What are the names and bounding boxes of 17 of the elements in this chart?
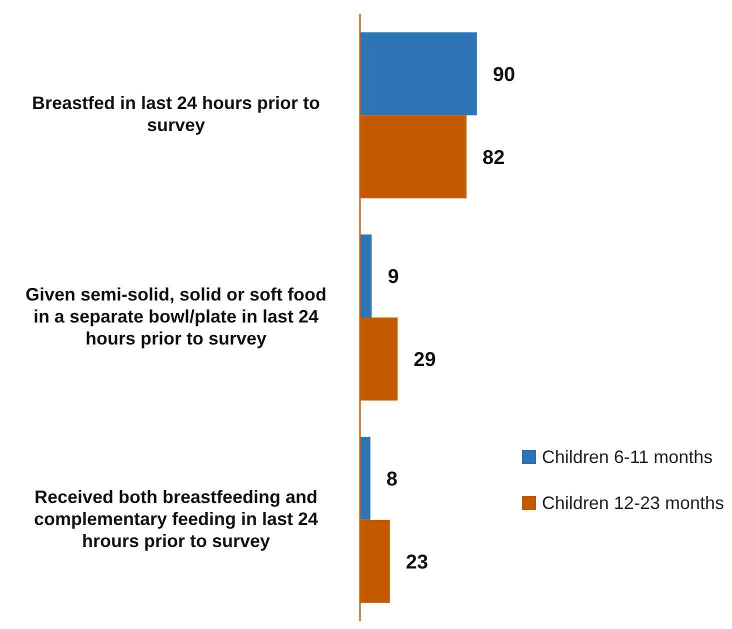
bar	[360, 115, 466, 198]
bar	[360, 436, 370, 520]
bar	[360, 520, 390, 603]
data-label: 82	[482, 146, 505, 169]
data-label: 9	[388, 266, 399, 288]
bar	[360, 32, 477, 116]
data-label: 29	[414, 349, 436, 372]
bar	[360, 318, 398, 401]
data-label: 8	[386, 468, 398, 490]
y-tick-label: Given semi-solid, solid or soft food in a separate bowl/plate in last 24 hours prior to survey	[25, 284, 327, 348]
legend-label: Children 12-23 months	[542, 492, 724, 514]
legend-label: Children 6-11 months	[542, 446, 713, 468]
bar	[360, 234, 372, 318]
y-tick-label: Received both breastfeeding and complementary feeding in last 24 hrours prior to survey	[34, 486, 318, 551]
data-label: 23	[406, 551, 428, 574]
y-tick-label: Breastfed in last 24 hours prior to survey	[32, 92, 320, 135]
data-label: 90	[492, 64, 516, 86]
